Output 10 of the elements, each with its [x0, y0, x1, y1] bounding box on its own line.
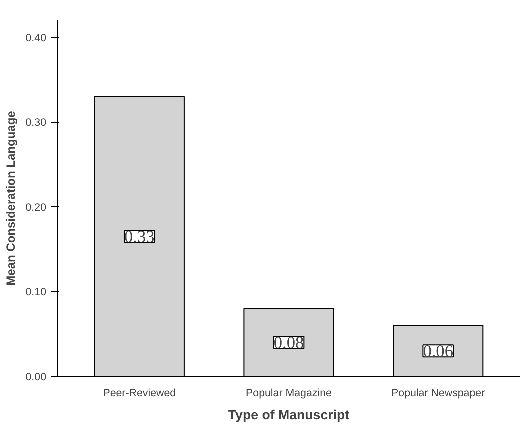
- y-tick-label: 0.10: [26, 286, 47, 299]
- y-tick-label: 0.30: [26, 117, 47, 130]
- y-tick-label: 0.00: [26, 372, 47, 384]
- x-tick-label: Popular Magazine: [246, 388, 332, 400]
- y-axis-title: Mean Consideration Language: [4, 110, 18, 286]
- x-tick-label: Peer-Reviewed: [103, 388, 176, 400]
- y-tick-label: 0.20: [26, 202, 47, 214]
- x-tick-label: Popular Newspaper: [392, 388, 486, 400]
- y-tick-label: 0.40: [26, 32, 47, 44]
- x-axis-title: Type of Manuscript: [228, 408, 350, 422]
